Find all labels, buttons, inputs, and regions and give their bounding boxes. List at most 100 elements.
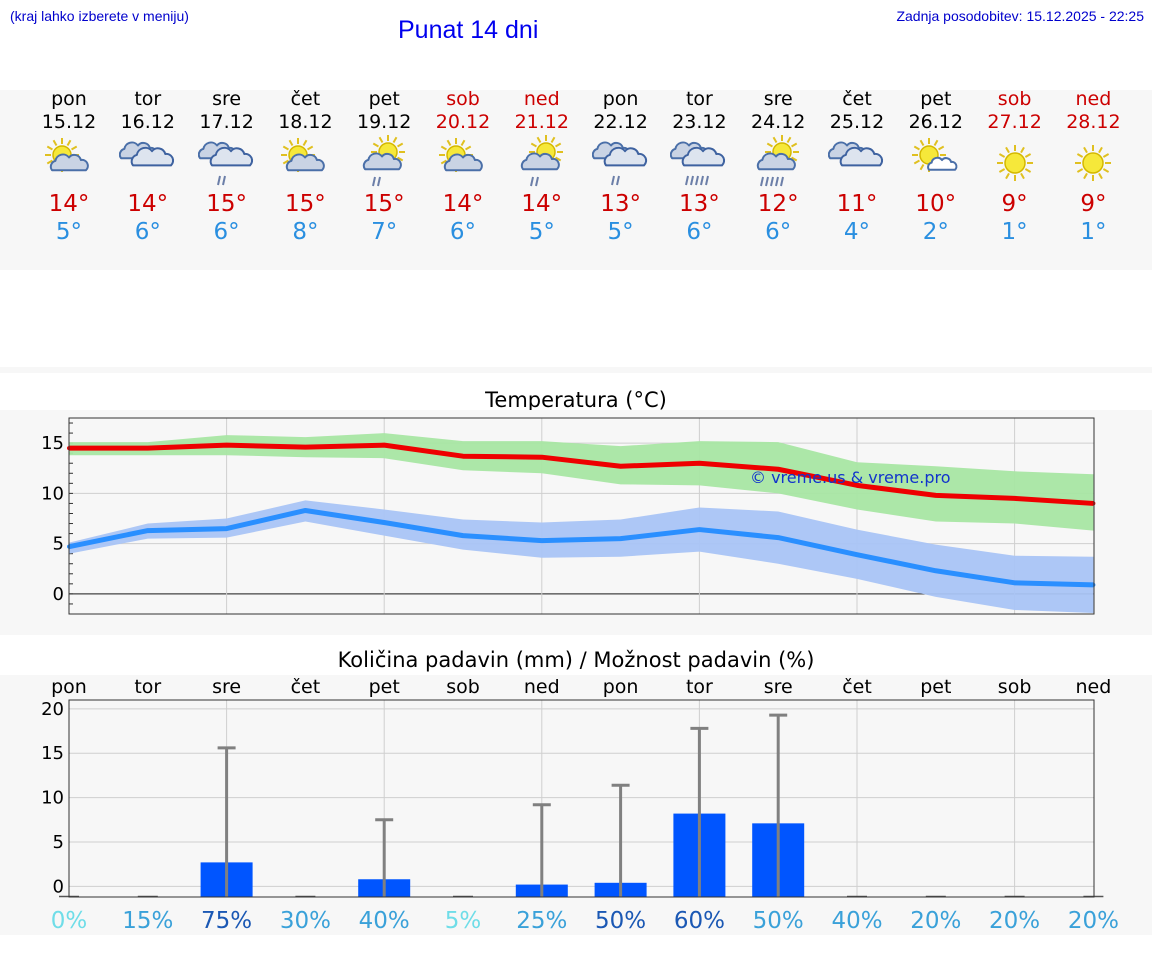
cloud-rain-icon <box>591 141 647 186</box>
y-tick-label: 20 <box>41 699 64 720</box>
plot-frame <box>68 699 1095 898</box>
front-cloud <box>209 146 253 167</box>
min-temp-point <box>1091 582 1096 587</box>
temperature-chart-title: Temperatura (°C) <box>485 388 667 412</box>
sun-ray <box>937 145 945 151</box>
day-date: 17.12 <box>199 111 254 133</box>
x-category-label: čet <box>291 676 321 698</box>
sun-ray <box>1083 146 1089 154</box>
weather-icon <box>29 134 109 192</box>
sun-ray <box>919 164 925 171</box>
precip-probability-label: 75% <box>201 908 252 934</box>
sun-ray <box>933 139 939 146</box>
sun-ray <box>1019 172 1025 180</box>
sun-ray <box>536 136 542 143</box>
sun-ray <box>766 142 774 148</box>
sun-ray <box>378 136 384 143</box>
weather-icon <box>423 134 503 192</box>
y-tick-label: 0 <box>53 584 64 605</box>
precip-probability-label: 25% <box>516 908 567 934</box>
sun-ray <box>772 136 778 143</box>
watermark: © vreme.us & vreme.pro <box>750 468 951 487</box>
sun-ray <box>786 136 792 143</box>
max-temp-point <box>539 455 544 460</box>
precip-probability-label: 20% <box>1068 908 1119 934</box>
sun-ray <box>465 145 472 151</box>
location-hint[interactable]: (kraj lahko izberete v meniju) <box>10 8 189 24</box>
sun-ray <box>446 139 452 146</box>
precip-probability-label: 60% <box>674 908 725 934</box>
weather-icon <box>659 134 739 192</box>
day-date: 27.12 <box>987 111 1042 133</box>
precipitation-chart: pon tor sre čet pet sob ned pon tor sre čet pet sob n… <box>41 676 1119 934</box>
cloud-body <box>682 146 726 167</box>
x-category-label: pon <box>51 676 87 698</box>
min-temp: 5° <box>528 219 555 245</box>
precip-probability-label: 50% <box>753 908 804 934</box>
y-tick-label: 15 <box>41 433 64 454</box>
cloud-shape <box>286 153 326 172</box>
max-temp-point <box>1012 496 1017 501</box>
min-temp-point <box>1012 580 1017 585</box>
x-category-label: sob <box>998 676 1032 698</box>
sun-small-cloud-icon <box>911 138 958 172</box>
day-name: pet <box>368 88 400 110</box>
x-category-label: sre <box>212 676 241 698</box>
rain-drop <box>760 176 765 187</box>
sun-cloud-icon <box>439 138 483 172</box>
sun-icon <box>996 145 1033 181</box>
cloud-shape <box>757 152 797 171</box>
day-date: 18.12 <box>278 111 333 133</box>
cloud-icon <box>118 141 174 167</box>
precip-probability-label: 40% <box>831 908 882 934</box>
max-temp: 13° <box>679 191 720 217</box>
front-cloud <box>682 146 726 167</box>
min-temp-point <box>461 533 465 538</box>
cloud-body <box>49 153 89 172</box>
y-tick-label: 15 <box>41 743 64 764</box>
sun-cloud-icon <box>439 138 483 172</box>
min-temp-point <box>145 528 150 533</box>
y-tick-label: 10 <box>41 788 64 809</box>
day-name: tor <box>685 88 713 110</box>
min-temp-point <box>224 526 229 531</box>
y-tick-label: 5 <box>53 832 64 853</box>
sun-ray <box>440 145 447 151</box>
max-temp-point <box>618 464 623 469</box>
rain-drop <box>770 176 775 187</box>
cloud-shape <box>363 152 403 171</box>
cloud-body <box>130 146 174 167</box>
min-temp-point <box>382 520 387 525</box>
rain-drop <box>705 175 710 186</box>
sun-cloud-rain-icon <box>363 135 406 187</box>
weather-icon <box>896 134 976 192</box>
sun-ray <box>1004 172 1010 180</box>
plot-frame <box>68 417 1095 615</box>
weather-icon <box>975 134 1055 192</box>
weather-icon <box>187 134 267 192</box>
x-category-label: ned <box>1076 676 1112 698</box>
rain-drop <box>216 175 221 186</box>
min-temp: 1° <box>1001 219 1028 245</box>
last-updated: Zadnja posodobitev: 15.12.2025 - 22:25 <box>896 8 1144 24</box>
min-temp-point <box>697 527 702 532</box>
max-temp: 14° <box>442 191 484 217</box>
sun-ray <box>1004 146 1010 154</box>
max-temp: 13° <box>600 191 641 217</box>
sun-ray <box>397 156 404 162</box>
precipitation-chart-title: Količina padavin (mm) / Možnost padavin … <box>337 648 815 672</box>
min-temp: 1° <box>1080 219 1107 245</box>
sun-ray <box>550 136 556 143</box>
min-temp-point <box>776 535 781 540</box>
day-date: 20.12 <box>435 111 491 133</box>
max-temp: 14° <box>127 191 169 217</box>
day-date: 19.12 <box>356 111 412 133</box>
cloud-shape <box>926 156 958 171</box>
day-column: sre 17.12 15° 6° <box>187 88 267 246</box>
max-temp-point <box>145 446 150 451</box>
rain-drop <box>690 175 695 186</box>
sun-ray <box>283 145 290 151</box>
sun-ray <box>307 145 314 151</box>
min-temp-point <box>933 568 938 573</box>
day-name: ned <box>523 88 560 110</box>
